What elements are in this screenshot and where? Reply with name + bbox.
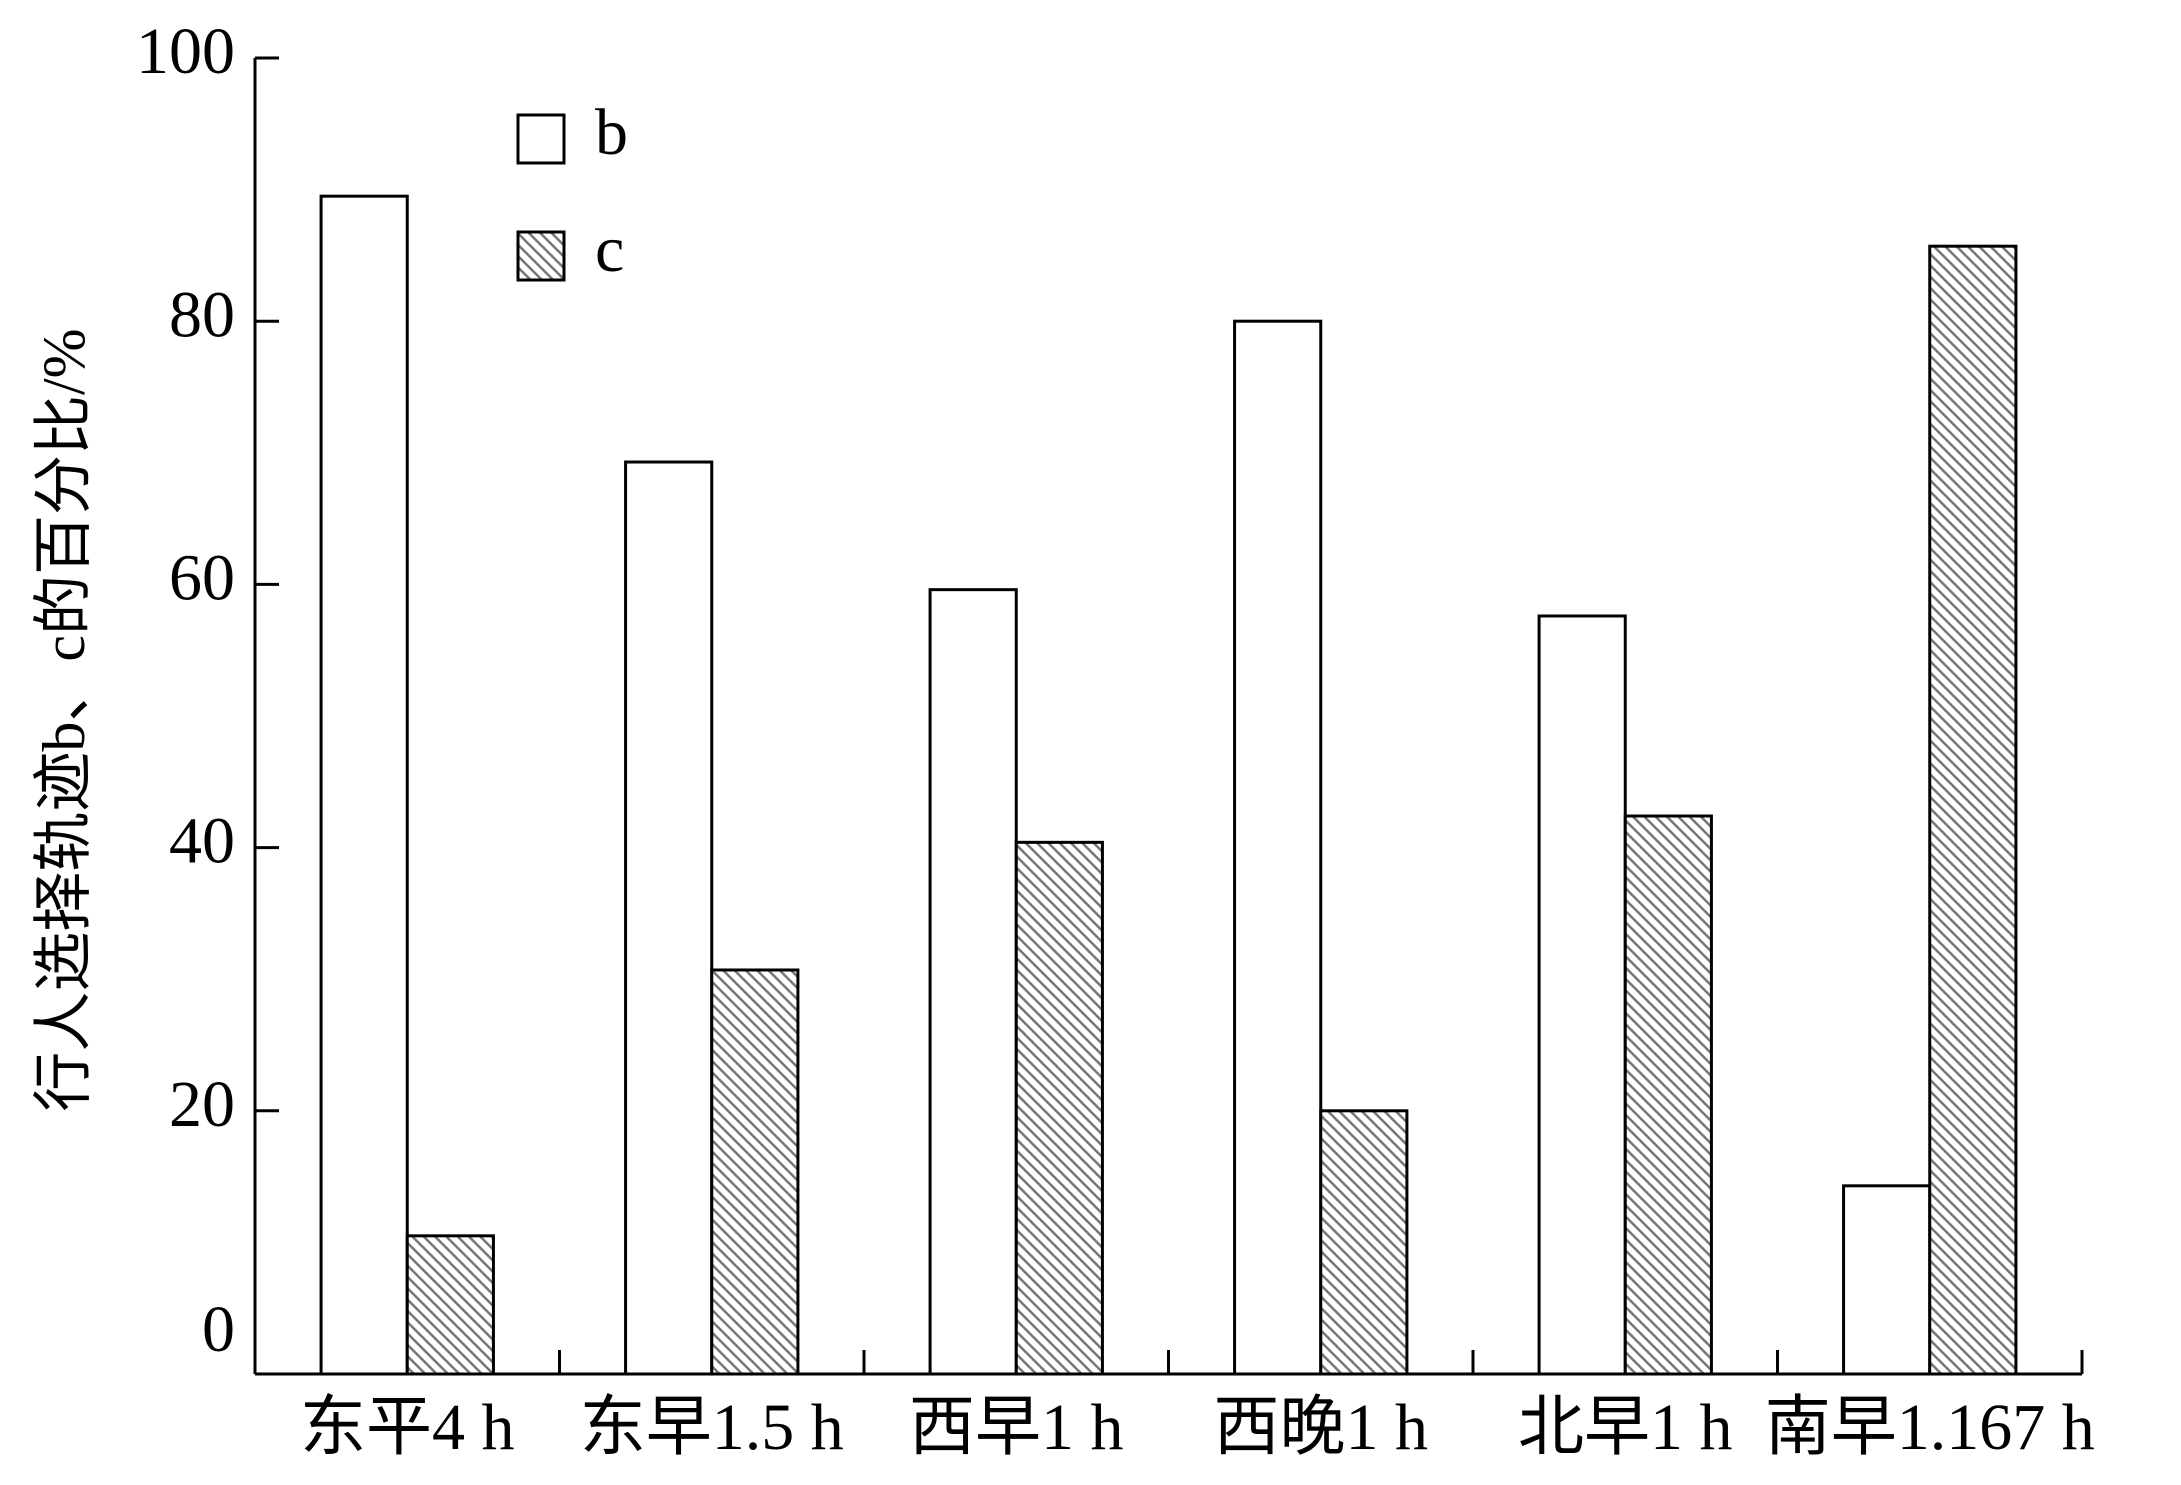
bar: [1014, 840, 1104, 1376]
y-tick-label: 20: [169, 1068, 235, 1141]
legend-swatch: [516, 113, 566, 165]
x-tick-label: 东平4 h: [300, 1391, 515, 1464]
bar: [1233, 319, 1323, 1376]
bar: [1928, 244, 2018, 1376]
bar: [624, 460, 714, 1376]
legend-label: c: [595, 213, 624, 286]
bar: [1842, 1184, 1932, 1376]
y-tick-label: 80: [169, 278, 235, 351]
x-tick-label: 东早1.5 h: [580, 1391, 844, 1464]
bar: [319, 194, 409, 1376]
y-tick-label: 0: [202, 1293, 235, 1366]
y-tick-label: 60: [169, 542, 235, 615]
bar: [928, 588, 1018, 1376]
y-tick-label: 40: [169, 805, 235, 878]
bar: [1623, 814, 1713, 1376]
x-tick-label: 北早1 h: [1518, 1391, 1733, 1464]
x-tick-label: 西早1 h: [909, 1391, 1124, 1464]
bar: [1319, 1109, 1409, 1376]
x-tick-label: 南早1.167 h: [1765, 1391, 2095, 1464]
bar: [1537, 614, 1627, 1376]
bar: [710, 968, 800, 1376]
y-tick-label: 100: [136, 15, 235, 88]
legend-label: b: [595, 96, 628, 169]
y-axis-label: 行人选择轨迹b、c的百分比/%: [31, 328, 97, 1111]
legend-swatch: [516, 230, 566, 282]
bar: [405, 1234, 495, 1376]
x-tick-label: 西晚1 h: [1214, 1391, 1429, 1464]
